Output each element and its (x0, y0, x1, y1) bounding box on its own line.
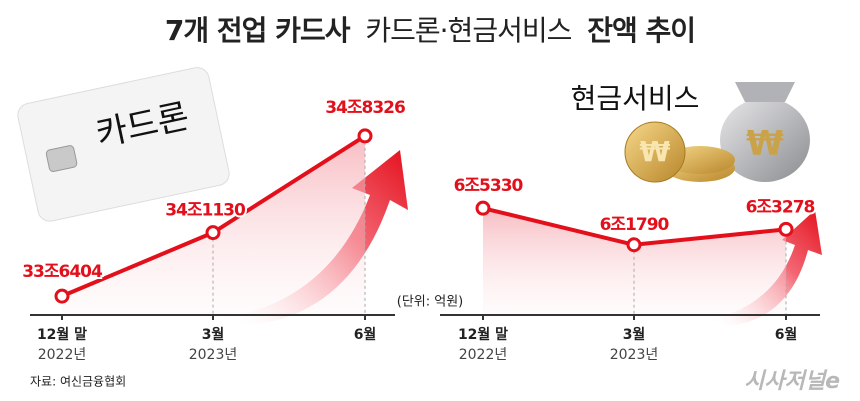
area (62, 135, 365, 315)
value-label: 34조8326 (325, 98, 405, 118)
value-label: 6조3278 (746, 197, 815, 217)
cash-label: 현금서비스 (571, 82, 700, 115)
x-tick-sublabel: 2023년 (189, 347, 238, 363)
x-tick-label: 12월 말 (37, 326, 87, 343)
svg-text:₩: ₩ (640, 135, 671, 168)
point (778, 221, 794, 237)
title-part: 카드론·현금서비스 (365, 14, 571, 47)
point (475, 200, 491, 216)
value-label: 6조5330 (454, 176, 524, 196)
money-graphic: ₩ ₩ (624, 82, 810, 183)
logo: 시사저널e (744, 369, 840, 394)
value-label: 6조1790 (600, 215, 670, 235)
title-part: 7개 전업 카드사 (165, 14, 351, 47)
value-label: 33조6404 (22, 262, 103, 282)
card-graphic: 카드론 (17, 67, 230, 222)
x-tick-label: 3월 (202, 326, 225, 343)
x-tick-sublabel: 2022년 (38, 347, 87, 363)
deco-arrow (710, 210, 822, 326)
value-label: 34조1130 (165, 201, 246, 221)
x-tick-label: 6월 (354, 326, 377, 343)
x-tick-label: 3월 (623, 326, 646, 343)
point (54, 288, 70, 304)
source: 자료: 여신금융협회 (30, 375, 126, 389)
point (357, 128, 373, 144)
title: 7개 전업 카드사 카드론·현금서비스 잔액 추이 (165, 14, 695, 47)
x-tick-sublabel: 2023년 (610, 347, 659, 363)
title-part: 잔액 추이 (587, 14, 695, 47)
x-tick-sublabel: 2022년 (459, 347, 508, 363)
area (483, 208, 786, 315)
unit-label: (단위: 억원) (397, 295, 464, 310)
point (626, 237, 642, 253)
x-tick-label: 6월 (775, 326, 798, 343)
x-tick-label: 12월 말 (458, 326, 508, 343)
point (205, 225, 221, 241)
svg-text:₩: ₩ (746, 124, 784, 164)
